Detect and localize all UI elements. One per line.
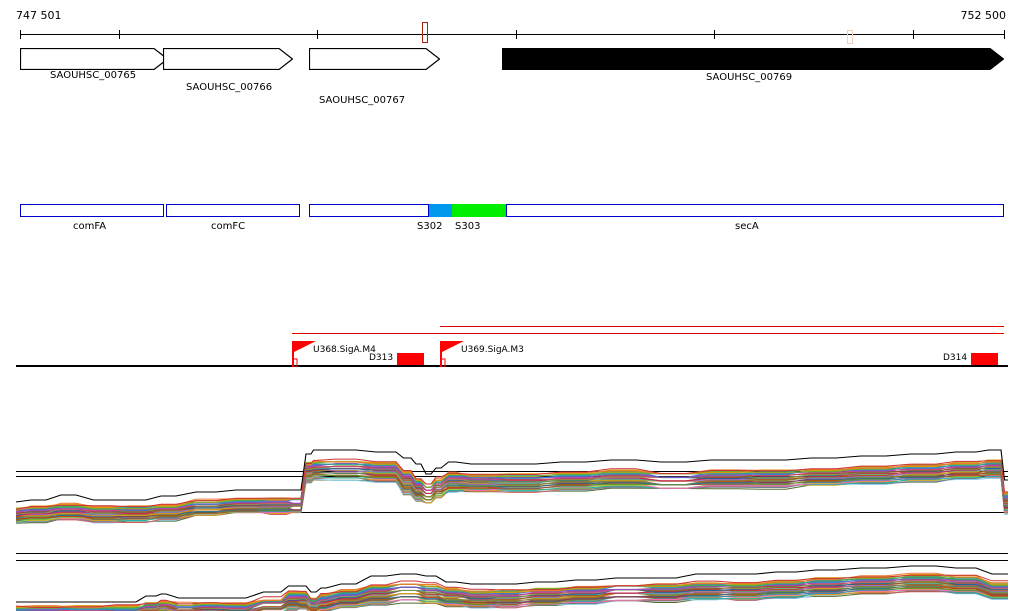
feature-label-secA: secA (735, 221, 759, 232)
view-end-coordinate: 752 500 (960, 9, 1007, 22)
promoter-label-U368.SigA.M4: U368.SigA.M4 (313, 345, 376, 355)
cds-arrow-SAOUHSC_00769[interactable] (502, 48, 1004, 70)
promoter-label-U369.SigA.M3: U369.SigA.M3 (461, 345, 524, 355)
terminator-stem-D313 (423, 353, 424, 365)
cds-arrow-SAOUHSC_00767[interactable] (309, 48, 440, 70)
operon-span-2 (440, 326, 1004, 327)
ruler-tick-0 (20, 30, 21, 39)
terminator-stem-D314 (997, 353, 998, 365)
view-start-coordinate: 747 501 (16, 9, 62, 22)
cds-label-SAOUHSC_00769: SAOUHSC_00769 (706, 72, 793, 83)
expression-series-33 (16, 474, 1008, 522)
terminator-label-D313: D313 (369, 353, 394, 363)
expression-series-31 (256, 589, 1008, 611)
feature-box-comFA[interactable] (20, 204, 164, 217)
promoter-U368.SigA.M4[interactable] (292, 341, 318, 367)
cds-label-SAOUHSC_00767: SAOUHSC_00767 (319, 95, 406, 106)
expression-plot-lower (16, 540, 1008, 611)
promoter-U369.SigA.M3[interactable] (440, 341, 466, 367)
cds-arrow-SAOUHSC_00766[interactable] (163, 48, 293, 70)
ruler-axis-line (20, 34, 1004, 35)
expression-plot-upper (16, 440, 1008, 535)
expression-series-reference (16, 565, 1008, 603)
ruler-tick-1 (119, 30, 120, 39)
expression-series-4 (16, 460, 1008, 510)
feature-segment-S302[interactable] (429, 204, 452, 217)
feature-label-comFC: comFC (211, 221, 246, 232)
feature-box-comFC[interactable] (166, 204, 300, 217)
cds-label-SAOUHSC_00766: SAOUHSC_00766 (186, 82, 273, 93)
ruler-tick-3 (516, 30, 517, 39)
feature-segment-label-S303: S303 (455, 221, 481, 232)
feature-box-partial-left[interactable] (309, 204, 429, 217)
ruler-tick-2 (317, 30, 318, 39)
terminator-D314[interactable] (971, 353, 997, 365)
terminator-label-D314: D314 (943, 353, 968, 363)
expression-series-25 (159, 585, 1008, 611)
operon-span-1 (292, 333, 1004, 334)
ruler-tick-4 (714, 30, 715, 39)
ruler-marker-dark[interactable] (422, 22, 428, 43)
feature-segment-S303[interactable] (452, 204, 506, 217)
feature-segment-label-S302: S302 (417, 221, 443, 232)
terminator-D313[interactable] (397, 353, 423, 365)
expression-series-2 (16, 572, 1008, 609)
expression-series-1 (16, 458, 1008, 510)
ruler-marker-faint[interactable] (847, 30, 853, 44)
expression-series-27 (16, 473, 1008, 521)
cds-label-SAOUHSC_00765: SAOUHSC_00765 (50, 70, 137, 81)
cds-arrow-SAOUHSC_00765[interactable] (20, 48, 168, 70)
regulation-baseline (16, 365, 1008, 367)
expression-series-reference (16, 449, 1008, 503)
ruler-tick-5 (913, 30, 914, 39)
feature-box-secA[interactable] (506, 204, 1004, 217)
expression-series-1 (16, 574, 1008, 608)
feature-label-comFA: comFA (73, 221, 107, 232)
ruler-tick-6 (1004, 30, 1005, 39)
